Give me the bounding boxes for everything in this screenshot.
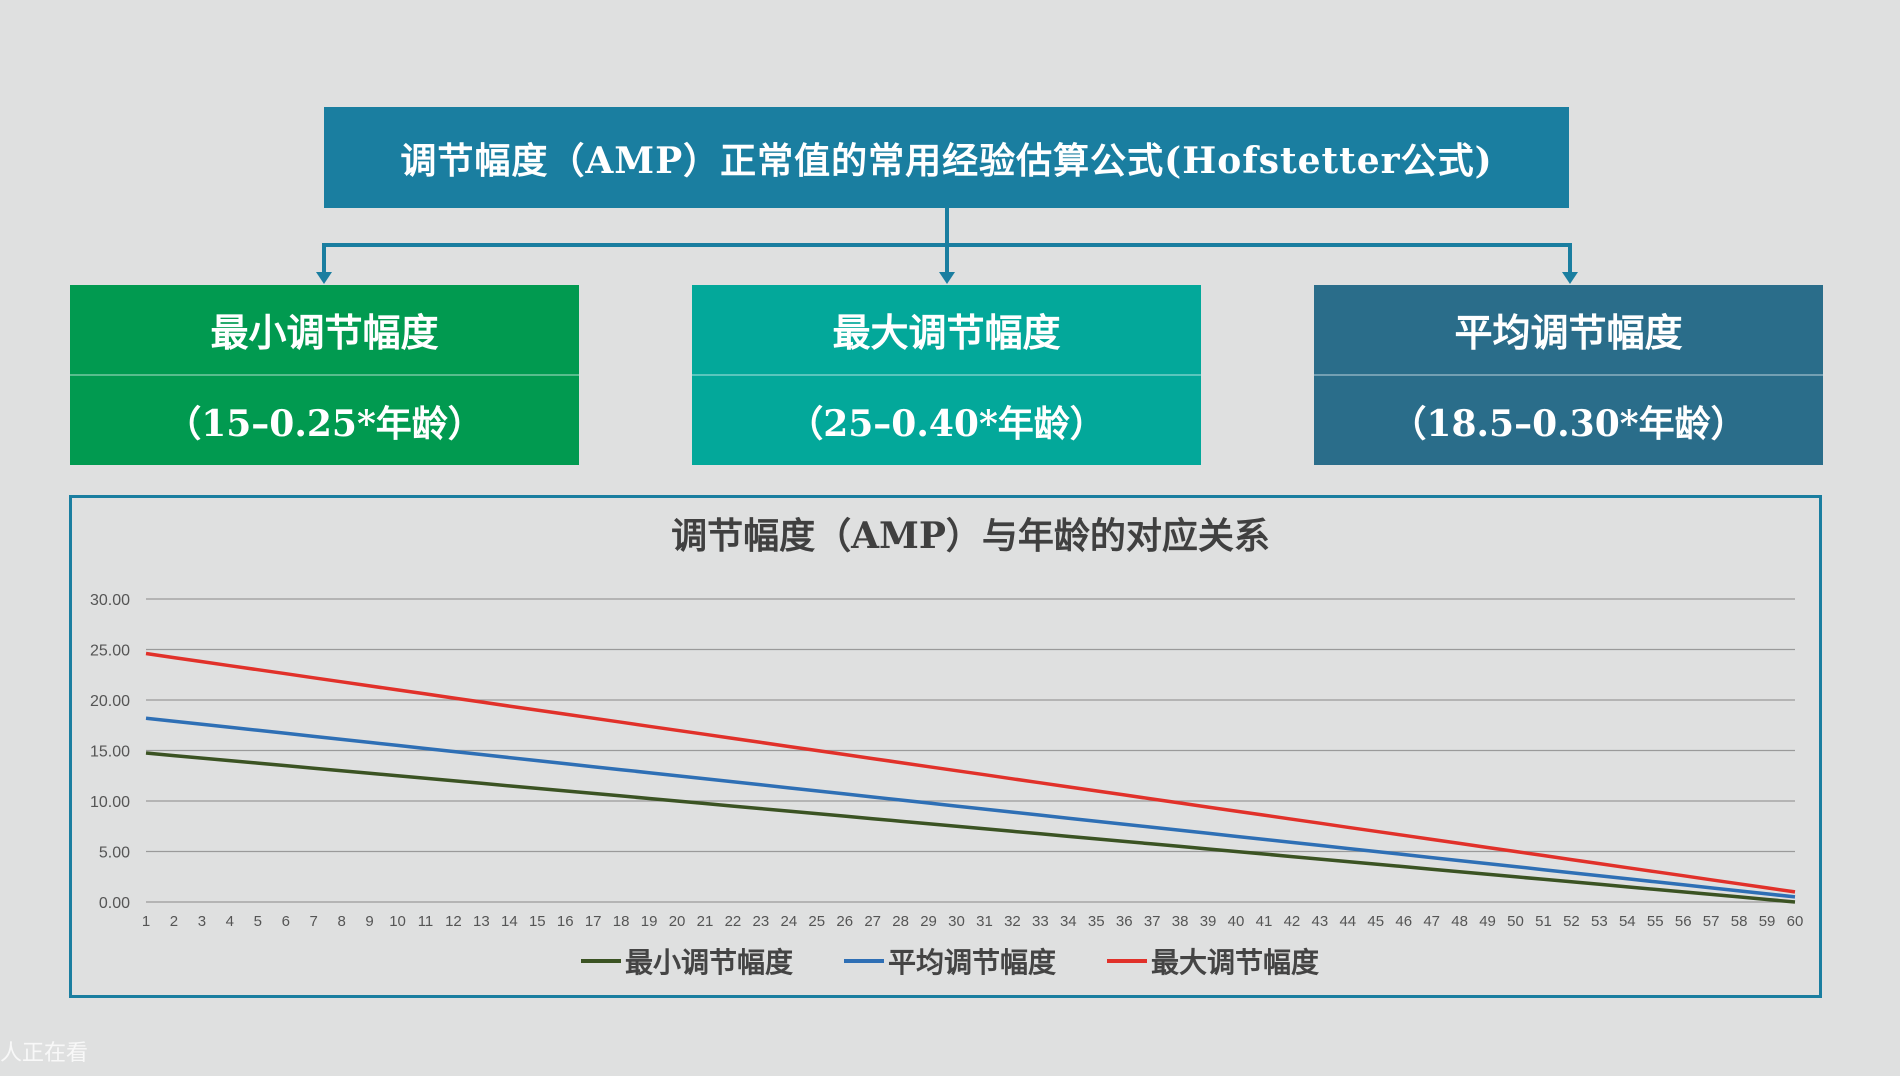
x-tick-label: 36 [1116,913,1133,930]
x-tick-label: 37 [1144,913,1161,930]
x-tick-label: 50 [1507,913,1524,930]
x-tick-label: 27 [864,913,881,930]
series-line-2 [145,651,1796,894]
x-tick-label: 60 [1787,913,1804,930]
avg-amp-box: 平均调节幅度 （18.5–0.30*年龄） [1314,285,1823,465]
x-tick-label: 54 [1619,913,1636,930]
y-tick-label: 25.00 [90,643,130,660]
x-tick-label: 7 [310,913,318,930]
x-tick-label: 9 [365,913,373,930]
x-tick-label: 35 [1088,913,1105,930]
x-tick-label: 44 [1339,913,1356,930]
x-tick-label: 55 [1647,913,1664,930]
x-tick-label: 11 [418,913,434,930]
min-amp-formula: （15–0.25*年龄） [165,402,484,445]
y-tick-label: 20.00 [90,693,130,710]
x-tick-label: 58 [1731,913,1748,930]
arrow-right-icon [1562,272,1578,284]
x-tick-label: 20 [669,913,686,930]
x-tick-label: 16 [557,913,574,930]
y-tick-label: 30.00 [90,592,130,609]
x-tick-label: 13 [473,913,490,930]
x-tick-label: 10 [389,913,406,930]
x-tick-label: 57 [1703,913,1720,930]
x-tick-label: 51 [1535,913,1552,930]
x-tick-label: 23 [753,913,770,930]
x-tick-label: 17 [585,913,602,930]
x-tick-label: 15 [529,913,546,930]
x-tick-label: 18 [613,913,630,930]
arrow-left-icon [316,272,332,284]
max-amp-formula: （25–0.40*年龄） [787,402,1106,445]
x-tick-label: 1 [142,913,150,930]
min-amp-box: 最小调节幅度 （15–0.25*年龄） [70,285,579,465]
x-tick-label: 34 [1060,913,1077,930]
legend-label: 最小调节幅度 [625,946,793,979]
x-tick-label: 19 [641,913,658,930]
x-tick-label: 48 [1451,913,1468,930]
formula-title: 调节幅度（AMP）正常值的常用经验估算公式(Hofstetter公式) [324,107,1569,208]
x-tick-label: 41 [1256,913,1273,930]
x-tick-label: 29 [920,913,937,930]
arrow-center-icon [939,272,955,284]
x-tick-label: 30 [948,913,965,930]
x-tick-label: 32 [1004,913,1021,930]
x-tick-label: 26 [836,913,853,930]
chart-frame: 调节幅度（AMP）与年龄的对应关系 0.00 5.00 10.00 15.00 20.00… [69,495,1822,998]
legend-label: 平均调节幅度 [888,946,1056,979]
x-tick-label: 2 [170,913,178,930]
x-tick-label: 6 [282,913,290,930]
x-tick-label: 31 [976,913,993,930]
avg-amp-formula: （18.5–0.30*年龄） [1390,402,1747,445]
connector-left [322,243,326,273]
y-tick-label: 5.00 [99,845,130,862]
x-tick-label: 53 [1591,913,1608,930]
legend-label: 最大调节幅度 [1151,946,1319,979]
avg-amp-name: 平均调节幅度 [1314,285,1823,376]
x-tick-label: 43 [1312,913,1329,930]
series-line-0 [145,751,1796,904]
y-tick-label: 15.00 [90,744,130,761]
amp-age-chart: 调节幅度（AMP）与年龄的对应关系 0.00 5.00 10.00 15.00 20.00… [90,515,1804,979]
x-tick-label: 47 [1423,913,1440,930]
x-tick-label: 33 [1032,913,1049,930]
x-tick-label: 12 [445,913,462,930]
connector-right [1568,243,1572,273]
x-tick-label: 14 [501,913,518,930]
connector-horizontal [322,243,1572,247]
x-tick-label: 42 [1284,913,1301,930]
x-tick-label: 49 [1479,913,1496,930]
x-tick-label: 46 [1395,913,1412,930]
x-tick-label: 52 [1563,913,1580,930]
x-tick-label: 4 [226,913,234,930]
series-line-1 [145,716,1796,899]
x-tick-label: 45 [1367,913,1384,930]
x-tick-label: 59 [1759,913,1776,930]
y-tick-label: 0.00 [99,895,130,912]
x-tick-label: 8 [337,913,345,930]
chart-title: 调节幅度（AMP）与年龄的对应关系 [671,515,1270,557]
x-tick-label: 24 [780,913,797,930]
min-amp-name: 最小调节幅度 [70,285,579,376]
x-tick-label: 40 [1228,913,1245,930]
x-tick-label: 3 [198,913,206,930]
x-tick-label: 39 [1200,913,1217,930]
x-tick-label: 5 [254,913,262,930]
viewer-count-watermark: 人正在看 [0,1041,89,1066]
x-tick-label: 21 [697,913,714,930]
max-amp-box: 最大调节幅度 （25–0.40*年龄） [692,285,1201,465]
y-tick-label: 10.00 [90,794,130,811]
x-tick-label: 28 [892,913,909,930]
x-tick-label: 22 [725,913,742,930]
x-tick-label: 56 [1675,913,1692,930]
x-tick-label: 25 [808,913,825,930]
max-amp-name: 最大调节幅度 [692,285,1201,376]
x-tick-label: 38 [1172,913,1189,930]
